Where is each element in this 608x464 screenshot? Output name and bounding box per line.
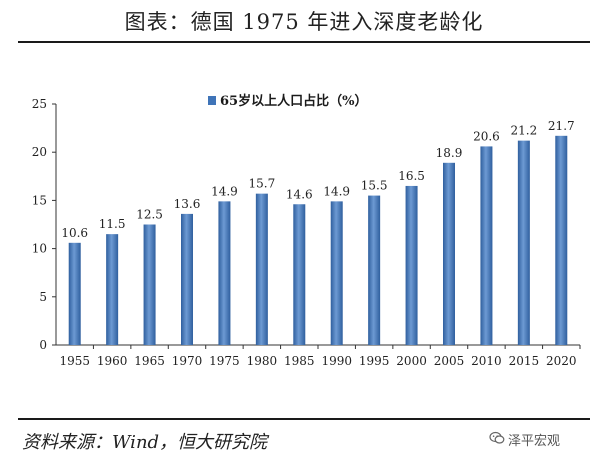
data-label-2010: 20.6 [473,129,500,143]
data-label-2015: 21.2 [510,124,537,138]
bar-1995 [368,195,381,345]
x-tick-label-2000: 2000 [396,354,427,368]
x-tick-label-2015: 2015 [509,354,540,368]
y-tick-label: 25 [32,97,47,111]
y-tick-label: 20 [32,145,47,159]
bar-2010 [480,146,493,345]
x-tick-label-2005: 2005 [434,354,465,368]
y-tick-label: 0 [39,338,47,352]
bar-1960 [106,234,119,345]
bar-1955 [68,242,81,345]
x-tick-label-1990: 1990 [321,354,352,368]
x-tick-label-2020: 2020 [546,354,577,368]
wechat-icon [489,431,505,444]
source-note: 资料来源：Wind，恒大研究院 [22,432,268,453]
bar-2005 [443,162,455,345]
data-label-1970: 13.6 [174,197,201,211]
data-label-1955: 10.6 [61,226,88,240]
page-title: 图表：德国 1975 年进入深度老龄化 [124,10,484,34]
data-label-2000: 16.5 [398,169,425,183]
title-divider [18,41,590,43]
bar-chart: 0 5 10 15 20 25 1955 1960 1965 1970 1975 1980 1985 19… [32,93,581,368]
data-label-1990: 14.9 [323,184,350,198]
bar-1985 [293,204,306,345]
x-tick-label-1980: 1980 [247,354,278,368]
bar-1990 [330,201,343,345]
y-tick-label: 15 [32,193,47,207]
x-tick-label-1995: 1995 [359,354,390,368]
footer-divider [18,418,590,420]
data-label-1960: 11.5 [99,217,126,231]
bar-2020 [555,135,568,345]
bar-2015 [517,140,530,345]
bar-1975 [218,201,231,345]
y-tick-label: 5 [39,290,47,304]
y-tick-label: 10 [32,242,47,256]
bar-1980 [255,193,268,345]
data-label-1995: 15.5 [361,179,388,193]
data-label-1980: 15.7 [248,177,275,191]
x-tick-label-1985: 1985 [284,354,315,368]
bar-2000 [405,185,418,345]
legend-swatch [208,96,216,105]
data-label-2005: 18.9 [436,146,463,160]
data-label-1965: 12.5 [136,208,163,222]
data-label-1985: 14.6 [286,187,313,201]
x-tick-label-1965: 1965 [134,354,165,368]
data-label-1975: 14.9 [211,184,238,198]
x-tick-label-1960: 1960 [97,354,128,368]
bar-1965 [143,224,156,345]
legend-label: 65岁以上人口占比（%） [220,93,367,109]
x-tick-label-1955: 1955 [59,354,90,368]
bar-1970 [181,213,193,345]
x-tick-label-1975: 1975 [209,354,240,368]
x-tick-label-2010: 2010 [471,354,502,368]
watermark-text: 泽平宏观 [508,434,561,449]
x-tick-label-1970: 1970 [172,354,203,368]
data-label-2020: 21.7 [548,119,575,133]
